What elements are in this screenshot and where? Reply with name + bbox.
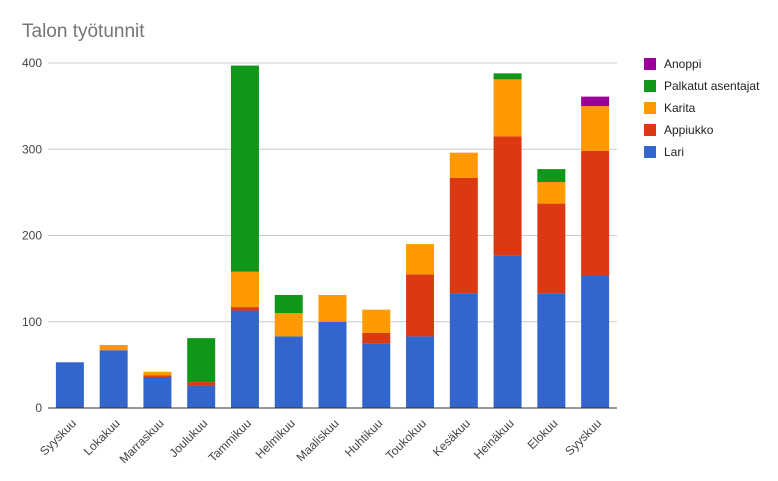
bar-segment[interactable] xyxy=(230,307,259,311)
x-tick-label: Huhtikuu xyxy=(342,416,385,459)
chart-title: Talon työtunnit xyxy=(22,21,145,42)
x-tick-label: Heinäkuu xyxy=(471,416,517,462)
legend: Anoppi Palkatut asentajat Karita Appiukko La… xyxy=(644,57,760,159)
x-tick-label: Kesäkuu xyxy=(430,416,473,459)
y-tick-label: 0 xyxy=(35,401,42,415)
x-tick-label: Helmikuu xyxy=(253,416,298,461)
bar-segment[interactable] xyxy=(230,310,259,408)
bar-segment[interactable] xyxy=(537,293,566,408)
x-tick-label: Tammikuu xyxy=(206,416,255,465)
x-tick-label: Syyskuu xyxy=(562,416,604,458)
x-tick-label: Syyskuu xyxy=(37,416,79,458)
y-tick-label: 300 xyxy=(22,142,42,156)
bar-segment[interactable] xyxy=(318,295,347,322)
legend-swatch xyxy=(644,102,656,114)
bar-segment[interactable] xyxy=(449,177,478,294)
bar-segment[interactable] xyxy=(274,295,303,314)
bar-segment[interactable] xyxy=(493,73,522,80)
bar-segment[interactable] xyxy=(581,106,610,151)
y-tick-label: 200 xyxy=(22,229,42,243)
bar-segment[interactable] xyxy=(362,343,391,408)
gridlines xyxy=(48,62,617,323)
bar-segment[interactable] xyxy=(406,336,435,408)
bar-segment[interactable] xyxy=(581,150,610,277)
bar-segment[interactable] xyxy=(537,182,566,204)
x-tick-label: Joulukuu xyxy=(166,416,210,460)
bar-segment[interactable] xyxy=(493,255,522,408)
bar-segment[interactable] xyxy=(493,136,522,256)
bar-segment[interactable] xyxy=(274,336,303,408)
bar-segment[interactable] xyxy=(318,321,347,408)
bar-segment[interactable] xyxy=(143,371,172,376)
bar-segment[interactable] xyxy=(406,244,435,275)
y-axis-tick-labels: 0 100 200 300 400 xyxy=(22,56,42,415)
legend-label: Karita xyxy=(664,101,696,115)
bar-segment[interactable] xyxy=(230,271,259,308)
legend-swatch xyxy=(644,80,656,92)
bar-segment[interactable] xyxy=(581,96,610,107)
x-tick-label: Marraskuu xyxy=(117,416,167,466)
bar-segment[interactable] xyxy=(55,362,84,408)
x-tick-label: Toukokuu xyxy=(383,416,429,462)
bar-segment[interactable] xyxy=(187,385,216,408)
bar-segment[interactable] xyxy=(99,350,128,408)
legend-swatch xyxy=(644,58,656,70)
bar-segment[interactable] xyxy=(143,375,172,377)
x-tick-label: Maaliskuu xyxy=(294,416,342,464)
bar-segment[interactable] xyxy=(362,332,391,344)
bar-segment[interactable] xyxy=(274,313,303,337)
bar-segment[interactable] xyxy=(537,203,566,294)
bar-segment[interactable] xyxy=(449,152,478,178)
legend-swatch xyxy=(644,124,656,136)
bars xyxy=(55,65,610,408)
legend-label: Appiukko xyxy=(664,123,714,137)
bar-segment[interactable] xyxy=(362,309,391,333)
bar-segment[interactable] xyxy=(187,338,216,383)
y-tick-label: 400 xyxy=(22,56,42,70)
x-tick-label: Elokuu xyxy=(525,416,561,452)
bar-segment[interactable] xyxy=(449,293,478,408)
bar-segment[interactable] xyxy=(537,169,566,183)
legend-label: Palkatut asentajat xyxy=(664,79,760,93)
bar-segment[interactable] xyxy=(143,376,172,408)
bar-segment[interactable] xyxy=(581,276,610,408)
legend-label: Anoppi xyxy=(664,57,701,71)
legend-swatch xyxy=(644,146,656,158)
bar-segment[interactable] xyxy=(99,345,128,351)
bar-segment[interactable] xyxy=(187,382,216,386)
bar-segment[interactable] xyxy=(406,274,435,337)
bar-segment[interactable] xyxy=(230,65,259,272)
y-tick-label: 100 xyxy=(22,315,42,329)
legend-label: Lari xyxy=(664,145,684,159)
bar-segment[interactable] xyxy=(493,79,522,137)
x-tick-label: Lokakuu xyxy=(81,416,123,458)
